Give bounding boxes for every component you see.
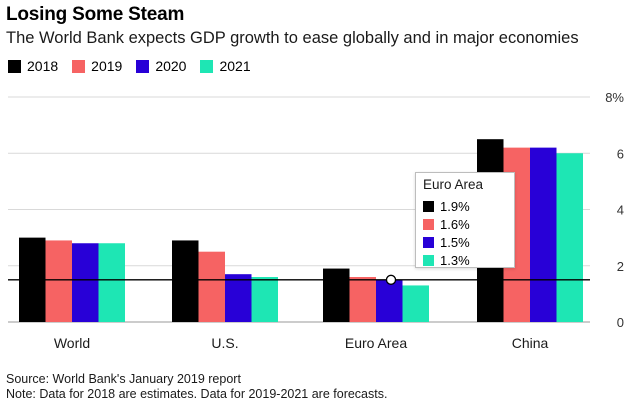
y-tick-label: 2 [617, 259, 624, 274]
y-tick-label: 0 [617, 315, 624, 330]
bar [530, 147, 557, 322]
legend-label-2019: 2019 [91, 58, 123, 74]
chart-subtitle: The World Bank expects GDP growth to eas… [6, 29, 579, 47]
chart-title: Losing Some Steam [6, 4, 185, 25]
legend: 2018 2019 2020 2021 [8, 58, 265, 74]
tooltip-swatch-2018 [423, 200, 434, 212]
tooltip-row-2021: 1.3% [423, 251, 507, 269]
bar [45, 240, 72, 322]
tooltip-swatch-2019 [423, 218, 434, 230]
y-tick-label: 6 [617, 146, 624, 161]
y-tick-label: 8% [605, 90, 624, 105]
legend-swatch-2021 [200, 59, 214, 73]
bar [225, 274, 252, 322]
bar [402, 285, 429, 322]
legend-label-2021: 2021 [219, 58, 251, 74]
bar [349, 277, 376, 322]
tooltip-row-2020: 1.5% [423, 233, 507, 251]
legend-swatch-2018 [8, 59, 21, 73]
bar [323, 268, 350, 322]
tooltip: Euro Area 1.9% 1.6% 1.5% 1.3% [415, 172, 515, 268]
footer-source: Source: World Bank's January 2019 report [6, 372, 241, 386]
x-tick-label: World [54, 335, 90, 351]
x-tick-label: Euro Area [345, 335, 407, 351]
tooltip-swatch-2020 [423, 236, 434, 248]
bar [376, 279, 403, 322]
legend-item-2018[interactable]: 2018 [8, 58, 58, 74]
legend-swatch-2019 [72, 59, 86, 73]
x-tick-label: China [512, 335, 549, 351]
bar [98, 243, 125, 322]
tooltip-value-2020: 1.5% [440, 234, 470, 250]
tooltip-value-2018: 1.9% [440, 198, 470, 214]
tooltip-row-2018: 1.9% [423, 197, 507, 215]
tooltip-value-2021: 1.3% [440, 252, 470, 268]
tooltip-title: Euro Area [423, 177, 484, 192]
bar [556, 153, 583, 322]
y-tick-label: 4 [617, 203, 624, 218]
bar [172, 240, 199, 322]
tooltip-row-2019: 1.6% [423, 215, 507, 233]
legend-item-2020[interactable]: 2020 [136, 58, 186, 74]
footer-note: Note: Data for 2018 are estimates. Data … [6, 387, 388, 401]
legend-label-2018: 2018 [27, 58, 59, 74]
bar [72, 243, 99, 322]
tooltip-swatch-2021 [423, 254, 434, 266]
legend-item-2021[interactable]: 2021 [200, 58, 251, 74]
bar [198, 251, 225, 322]
bar [251, 277, 278, 322]
legend-label-2020: 2020 [155, 58, 187, 74]
legend-swatch-2020 [136, 59, 150, 73]
tooltip-value-2019: 1.6% [440, 216, 470, 232]
x-tick-label: U.S. [211, 335, 238, 351]
hover-marker [385, 274, 397, 285]
legend-item-2019[interactable]: 2019 [72, 58, 122, 74]
